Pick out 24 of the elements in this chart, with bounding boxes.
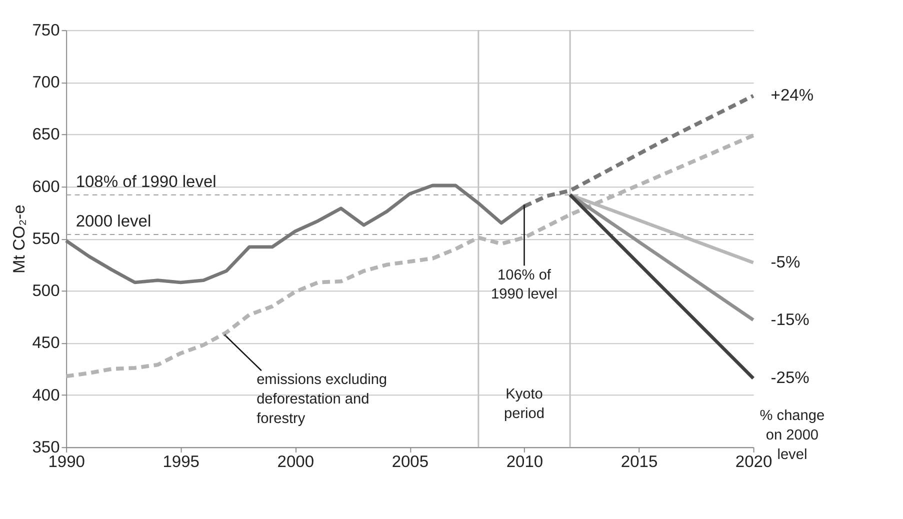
y-tick-label: 550 [32, 228, 60, 248]
y-tick-label: 500 [32, 281, 60, 300]
series-label: -15% [770, 310, 810, 329]
y-tick-label: 600 [32, 176, 60, 196]
series-label: -5% [770, 252, 800, 272]
series-label: +24% [770, 86, 814, 105]
x-tick-label: 2010 [506, 452, 544, 472]
y-tick-label: 750 [32, 20, 60, 40]
y-tick-label: 400 [32, 385, 60, 404]
ref-line-label: 2000 level [76, 212, 152, 231]
x-tick-label: 1995 [162, 452, 200, 472]
y-tick-label: 700 [32, 72, 60, 92]
x-tick-label: 2000 [277, 452, 314, 472]
series-label: -25% [770, 368, 810, 388]
annotation: 106% of 1990 level [491, 267, 558, 303]
y-tick-label: 450 [32, 333, 60, 352]
y-axis-title: Mt CO₂-e [9, 204, 28, 274]
annotation: Kyoto period [504, 386, 545, 422]
y-tick-label: 650 [32, 124, 60, 144]
ref-line-label: 108% of 1990 level [76, 172, 216, 192]
annotation: emissions excluding deforestation and forestry [256, 372, 388, 428]
x-tick-label: 2020 [735, 452, 772, 472]
x-tick-label: 2015 [620, 452, 658, 472]
x-tick-label: 2005 [392, 452, 429, 472]
